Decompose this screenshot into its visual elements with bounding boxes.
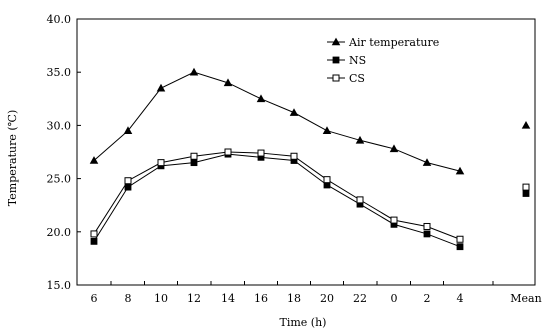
legend-item: Air temperature <box>327 36 439 49</box>
data-point <box>290 152 298 160</box>
x-tick-label: Mean <box>510 292 541 305</box>
x-tick-label: 2 <box>424 292 431 305</box>
data-point <box>190 159 198 167</box>
x-axis: 6 8 10 12 14 16 18 20 22 0 2 4 Mean <box>91 281 542 305</box>
legend-item: NS <box>327 54 366 67</box>
data-point <box>224 148 232 156</box>
legend-marker <box>332 56 340 64</box>
plot-area <box>76 18 536 286</box>
data-point <box>189 67 199 76</box>
y-axis-title: Temperature (℃) <box>6 110 19 206</box>
series-layer <box>89 67 531 251</box>
legend-marker <box>331 37 341 46</box>
data-point <box>423 230 431 238</box>
x-tick-label: 16 <box>254 292 268 305</box>
data-point <box>322 126 332 135</box>
data-point <box>256 94 266 103</box>
x-tick-label: 8 <box>125 292 132 305</box>
data-point <box>90 230 98 238</box>
data-point <box>123 126 133 135</box>
data-point <box>323 176 331 184</box>
data-point <box>456 235 464 243</box>
data-point <box>423 222 431 230</box>
data-point <box>223 78 233 87</box>
data-point <box>389 144 399 153</box>
data-point <box>456 243 464 251</box>
data-point <box>156 83 166 92</box>
legend-label: CS <box>349 72 365 85</box>
y-tick-label: 20.0 <box>47 226 72 239</box>
data-point <box>90 237 98 245</box>
mean-point <box>521 120 531 129</box>
y-tick-label: 35.0 <box>47 66 72 79</box>
series-air-temperature <box>89 67 531 175</box>
data-point <box>257 149 265 157</box>
legend-label: Air temperature <box>348 36 439 49</box>
data-point <box>124 177 132 185</box>
y-tick-label: 15.0 <box>47 279 72 292</box>
x-tick-label: 18 <box>287 292 301 305</box>
x-tick-label: 12 <box>187 292 201 305</box>
legend-marker <box>332 74 340 82</box>
y-tick-label: 30.0 <box>47 119 72 132</box>
data-point <box>89 156 99 164</box>
series-line <box>93 153 461 248</box>
data-point <box>289 108 299 116</box>
legend: Air temperature NS CS <box>327 36 439 85</box>
data-point <box>355 135 365 144</box>
x-tick-label: 6 <box>91 292 98 305</box>
data-point <box>190 152 198 160</box>
y-tick-label: 25.0 <box>47 173 72 186</box>
mean-point <box>522 183 530 191</box>
series-cs <box>90 148 530 243</box>
legend-item: CS <box>327 72 365 85</box>
x-axis-title: Time (h) <box>280 316 327 329</box>
x-tick-label: 22 <box>353 292 367 305</box>
y-axis: 15.0 20.0 25.0 30.0 35.0 40.0 <box>47 13 81 292</box>
x-tick-label: 10 <box>154 292 168 305</box>
series-line <box>93 71 461 172</box>
data-point <box>124 183 132 191</box>
legend-label: NS <box>349 54 366 67</box>
x-tick-label: 20 <box>320 292 334 305</box>
x-tick-label: 0 <box>391 292 398 305</box>
series-line <box>93 151 461 240</box>
series-ns <box>90 150 530 251</box>
mean-point <box>522 190 530 197</box>
data-point <box>157 159 165 167</box>
y-tick-label: 40.0 <box>47 13 72 26</box>
data-point <box>390 216 398 224</box>
plot-frame <box>76 18 536 286</box>
data-point <box>455 166 465 175</box>
data-point <box>422 158 432 166</box>
x-tick-label: 4 <box>457 292 464 305</box>
data-point <box>356 196 364 204</box>
x-tick-label: 14 <box>221 292 235 305</box>
